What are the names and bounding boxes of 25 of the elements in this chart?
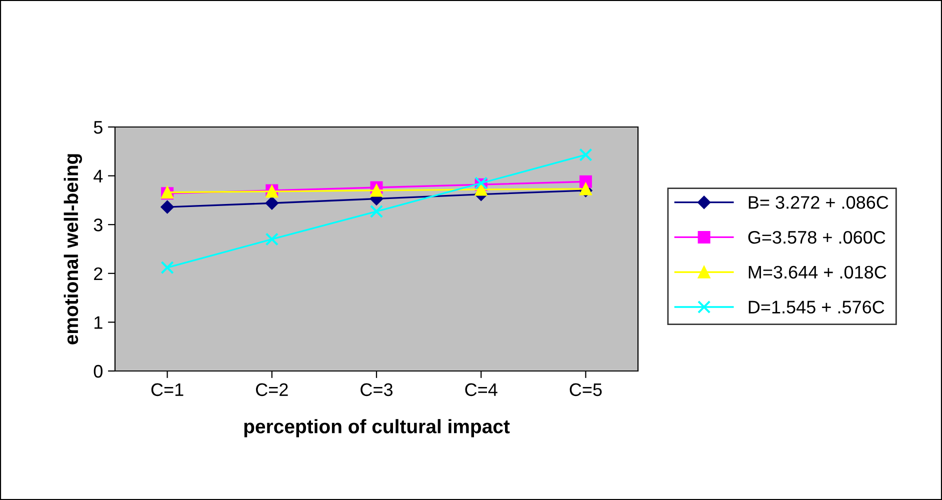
y-tick-label: 2 — [94, 267, 102, 280]
x-tick-label: C=5 — [570, 383, 602, 396]
point — [370, 204, 384, 218]
point — [160, 260, 174, 274]
legend-label: B= 3.272 + .086C — [748, 196, 888, 209]
y-axis-title: emotional well-being — [64, 154, 82, 344]
x-tick-label: C=1 — [151, 383, 184, 396]
x-tick-label: C=4 — [465, 383, 498, 396]
y-tick-label: 5 — [94, 121, 102, 134]
point — [474, 183, 488, 196]
x-tick-label: C=2 — [256, 383, 288, 396]
point — [265, 232, 278, 246]
point — [370, 184, 383, 197]
legend-label: M=3.644 + .018C — [748, 266, 886, 279]
y-tick-label: 1 — [94, 316, 102, 329]
legend-label: G=3.578 + .060C — [748, 230, 886, 244]
y-tick-label: 3 — [94, 218, 102, 232]
legend-label: D=1.545 + .576C — [748, 300, 884, 314]
x-axis-title: perception of cultural impact — [244, 419, 510, 438]
x-tick-label: C=3 — [360, 383, 393, 396]
point — [265, 196, 278, 210]
point — [160, 200, 174, 214]
y-tick-label: 0 — [94, 364, 102, 378]
point — [579, 148, 592, 162]
y-tick-label: 4 — [94, 170, 103, 182]
